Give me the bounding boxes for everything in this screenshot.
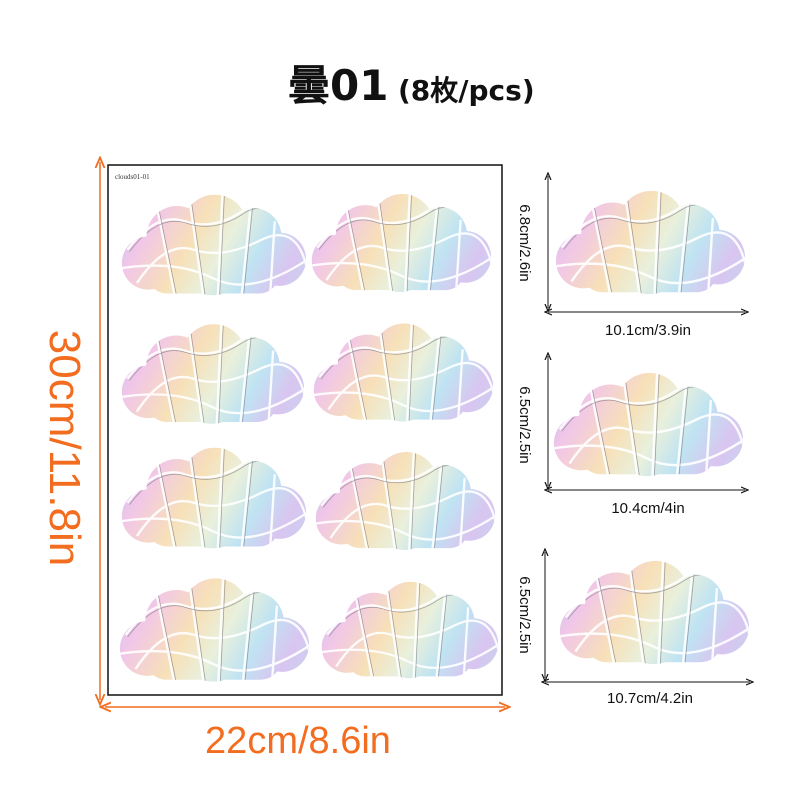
cloud-sticker (550, 371, 745, 478)
sheet-height: 30cm/11.8in (40, 330, 89, 566)
size-height: 6.8cm/2.6in (516, 204, 533, 282)
cloud-sticker (552, 189, 747, 296)
size-height: 6.5cm/2.5in (516, 576, 533, 654)
size-width: 10.1cm/3.9in (605, 322, 691, 339)
sheet-label: clouds01-01 (115, 173, 150, 181)
sheet-width: 22cm/8.6in (205, 720, 391, 762)
title-main: 曇01 (288, 61, 388, 110)
size-height: 6.5cm/2.5in (516, 386, 533, 464)
title-count: (8枚/pcs) (398, 74, 535, 107)
size-width: 10.7cm/4.2in (607, 690, 693, 707)
size-width: 10.4cm/4in (611, 500, 684, 517)
cloud-sticker (556, 559, 751, 666)
